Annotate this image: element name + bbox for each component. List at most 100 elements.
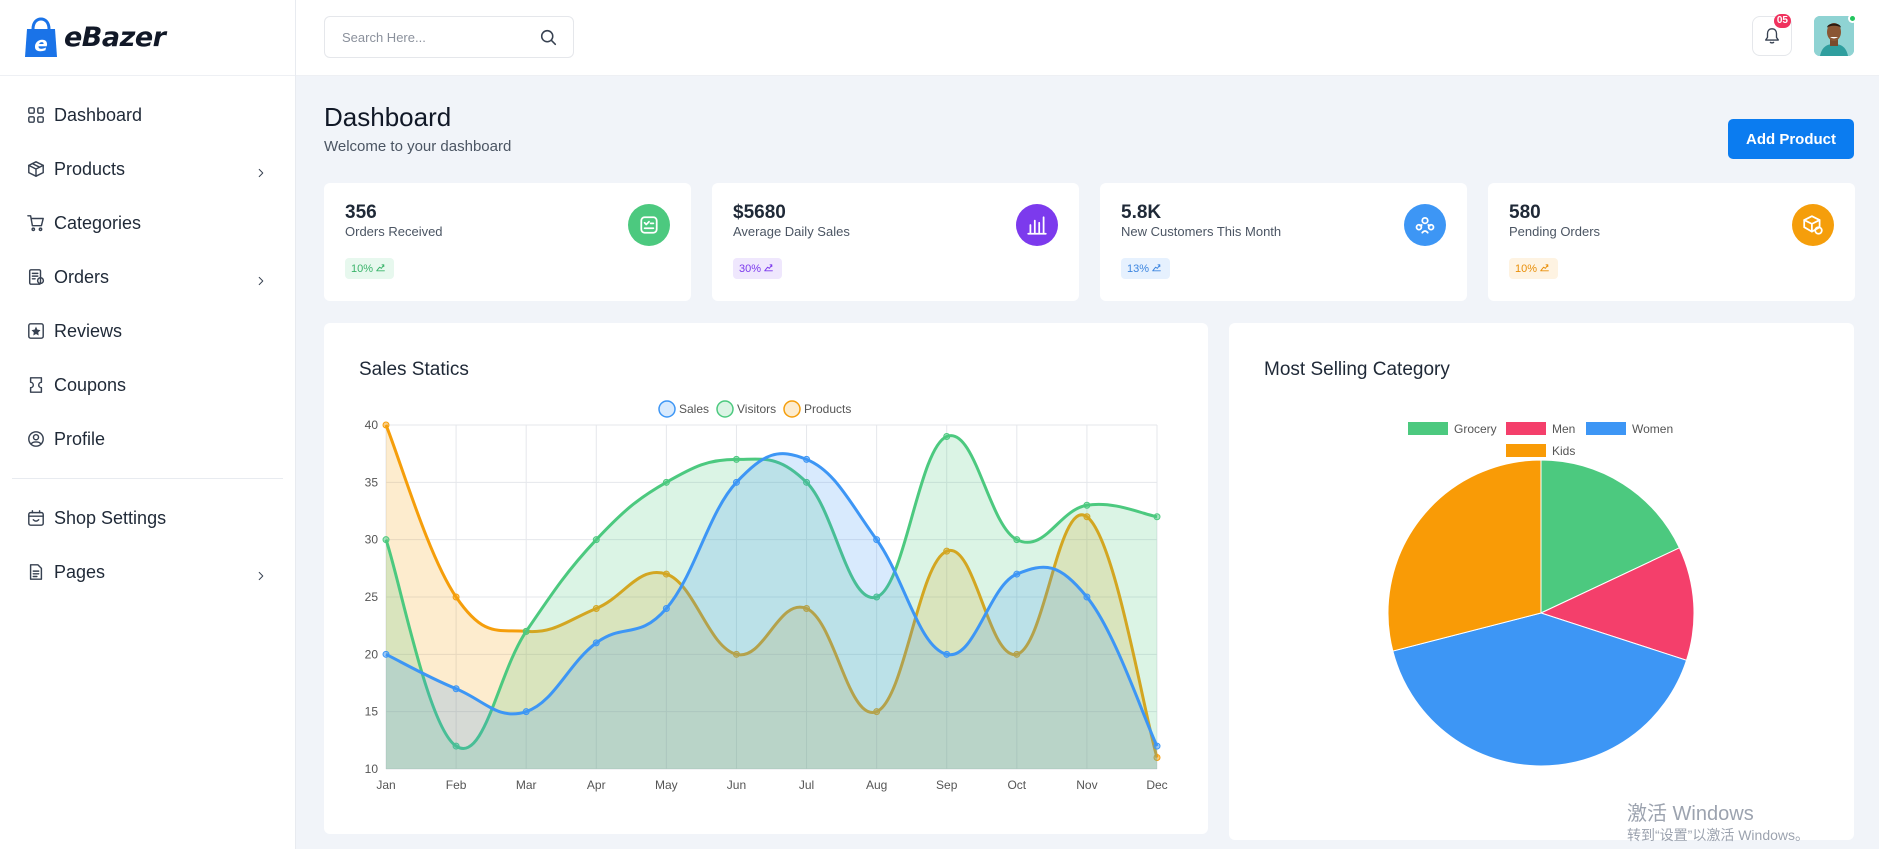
sidebar-item-dashboard[interactable]: Dashboard: [0, 88, 295, 142]
data-point-products[interactable]: [873, 708, 881, 716]
data-point-sales[interactable]: [452, 685, 460, 693]
sales-chart-title: Sales Statics: [359, 359, 469, 380]
sidebar-item-profile[interactable]: Profile: [0, 412, 295, 466]
chevron-right-icon[interactable]: [255, 163, 267, 178]
data-point-sales[interactable]: [662, 604, 670, 612]
data-point-sales[interactable]: [803, 455, 811, 463]
data-point-products[interactable]: [592, 604, 600, 612]
notifications-button[interactable]: 05: [1752, 14, 1792, 56]
legend-item-sales[interactable]: Sales: [658, 400, 709, 418]
cart-icon: [27, 214, 45, 232]
data-point-sales[interactable]: [873, 536, 881, 544]
legend-item-products[interactable]: Products: [783, 400, 851, 418]
sidebar: e eBazer Dashboard Products Categories Orde…: [0, 0, 296, 849]
top-bar: 05: [296, 0, 1879, 76]
sidebar-item-reviews[interactable]: Reviews: [0, 304, 295, 358]
stat-change-value: 10%: [351, 262, 374, 275]
add-product-button[interactable]: Add Product: [1728, 119, 1854, 159]
legend-item-grocery[interactable]: Grocery: [1408, 422, 1497, 436]
data-point-visitors[interactable]: [873, 593, 881, 601]
x-tick-label: Jul: [799, 778, 814, 792]
search-icon[interactable]: [540, 29, 557, 46]
sidebar-item-label: Coupons: [54, 374, 127, 395]
sidebar-item-label: Shop Settings: [54, 507, 167, 528]
data-point-visitors[interactable]: [452, 742, 460, 750]
data-point-products[interactable]: [1013, 650, 1021, 658]
sidebar-item-orders[interactable]: Orders: [0, 250, 295, 304]
data-point-sales[interactable]: [592, 639, 600, 647]
chevron-right-icon[interactable]: [255, 271, 267, 286]
data-point-products[interactable]: [943, 547, 951, 555]
x-tick-label: May: [655, 778, 678, 792]
data-point-visitors[interactable]: [382, 536, 390, 544]
windows-activation-subtitle: 转到“设置”以激活 Windows。: [1627, 827, 1810, 843]
receipt-icon: [628, 204, 670, 246]
y-tick-label: 35: [365, 475, 379, 489]
data-point-products[interactable]: [732, 650, 740, 658]
data-point-sales[interactable]: [732, 478, 740, 486]
legend-item-men[interactable]: Men: [1506, 422, 1575, 436]
data-point-sales[interactable]: [522, 708, 530, 716]
sidebar-item-categories[interactable]: Categories: [0, 196, 295, 250]
legend-item-kids[interactable]: Kids: [1506, 444, 1575, 458]
data-point-products[interactable]: [803, 604, 811, 612]
search-input[interactable]: [342, 29, 540, 45]
pie-slice-kids[interactable]: [1387, 459, 1542, 652]
user-circle-icon: [27, 430, 45, 448]
x-tick-label: Feb: [446, 778, 467, 792]
y-tick-label: 25: [365, 590, 379, 604]
legend-label: Kids: [1552, 444, 1575, 458]
stat-card: 356 Orders Received 10%: [324, 183, 691, 301]
pie-slice-women[interactable]: [1392, 612, 1688, 767]
data-point-visitors[interactable]: [662, 478, 670, 486]
logo[interactable]: e eBazer: [0, 0, 295, 76]
data-point-visitors[interactable]: [522, 627, 530, 635]
data-point-visitors[interactable]: [592, 536, 600, 544]
file-icon: [27, 563, 45, 581]
x-tick-label: Sep: [936, 778, 958, 792]
data-point-products[interactable]: [1083, 513, 1091, 521]
data-point-products[interactable]: [662, 570, 670, 578]
legend-item-visitors[interactable]: Visitors: [716, 400, 776, 418]
data-point-visitors[interactable]: [1013, 536, 1021, 544]
data-point-products[interactable]: [1153, 754, 1161, 762]
sidebar-item-label: Products: [54, 158, 126, 179]
sidebar-item-label: Pages: [54, 561, 106, 582]
sidebar-item-pages[interactable]: Pages: [0, 545, 295, 599]
x-tick-label: Apr: [587, 778, 606, 792]
data-point-sales[interactable]: [943, 650, 951, 658]
data-point-sales[interactable]: [1013, 570, 1021, 578]
data-point-sales[interactable]: [382, 650, 390, 658]
legend-label: Grocery: [1454, 422, 1497, 436]
search-box[interactable]: [324, 16, 574, 58]
legend-label: Products: [804, 402, 851, 416]
stat-label: Pending Orders: [1509, 224, 1601, 239]
brand-name: eBazer: [64, 22, 166, 53]
data-point-products[interactable]: [382, 421, 390, 429]
category-chart-card: Most Selling Category Grocery Men Women Kid…: [1229, 323, 1854, 840]
sidebar-item-coupons[interactable]: Coupons: [0, 358, 295, 412]
data-point-visitors[interactable]: [803, 478, 811, 486]
trend-up-icon: [1540, 263, 1552, 275]
sidebar-item-shop-settings[interactable]: Shop Settings: [0, 491, 295, 545]
y-tick-label: 30: [365, 533, 379, 547]
users-icon: [1404, 204, 1446, 246]
clipboard-icon: [27, 268, 45, 286]
chevron-right-icon[interactable]: [255, 566, 267, 581]
data-point-visitors[interactable]: [1153, 513, 1161, 521]
trend-up-icon: [1152, 263, 1164, 275]
user-avatar[interactable]: [1814, 16, 1854, 56]
online-status-dot: [1848, 14, 1857, 23]
pie-slice-men[interactable]: [1539, 547, 1695, 661]
data-point-visitors[interactable]: [943, 432, 951, 440]
data-point-products[interactable]: [452, 593, 460, 601]
pie-slice-grocery[interactable]: [1540, 459, 1681, 614]
legend-item-women[interactable]: Women: [1586, 422, 1673, 436]
series-area-visitors: [386, 435, 1157, 769]
data-point-sales[interactable]: [1083, 593, 1091, 601]
sidebar-item-products[interactable]: Products: [0, 142, 295, 196]
data-point-visitors[interactable]: [732, 455, 740, 463]
data-point-sales[interactable]: [1153, 742, 1161, 750]
stat-value: $5680: [733, 202, 786, 223]
data-point-visitors[interactable]: [1083, 501, 1091, 509]
